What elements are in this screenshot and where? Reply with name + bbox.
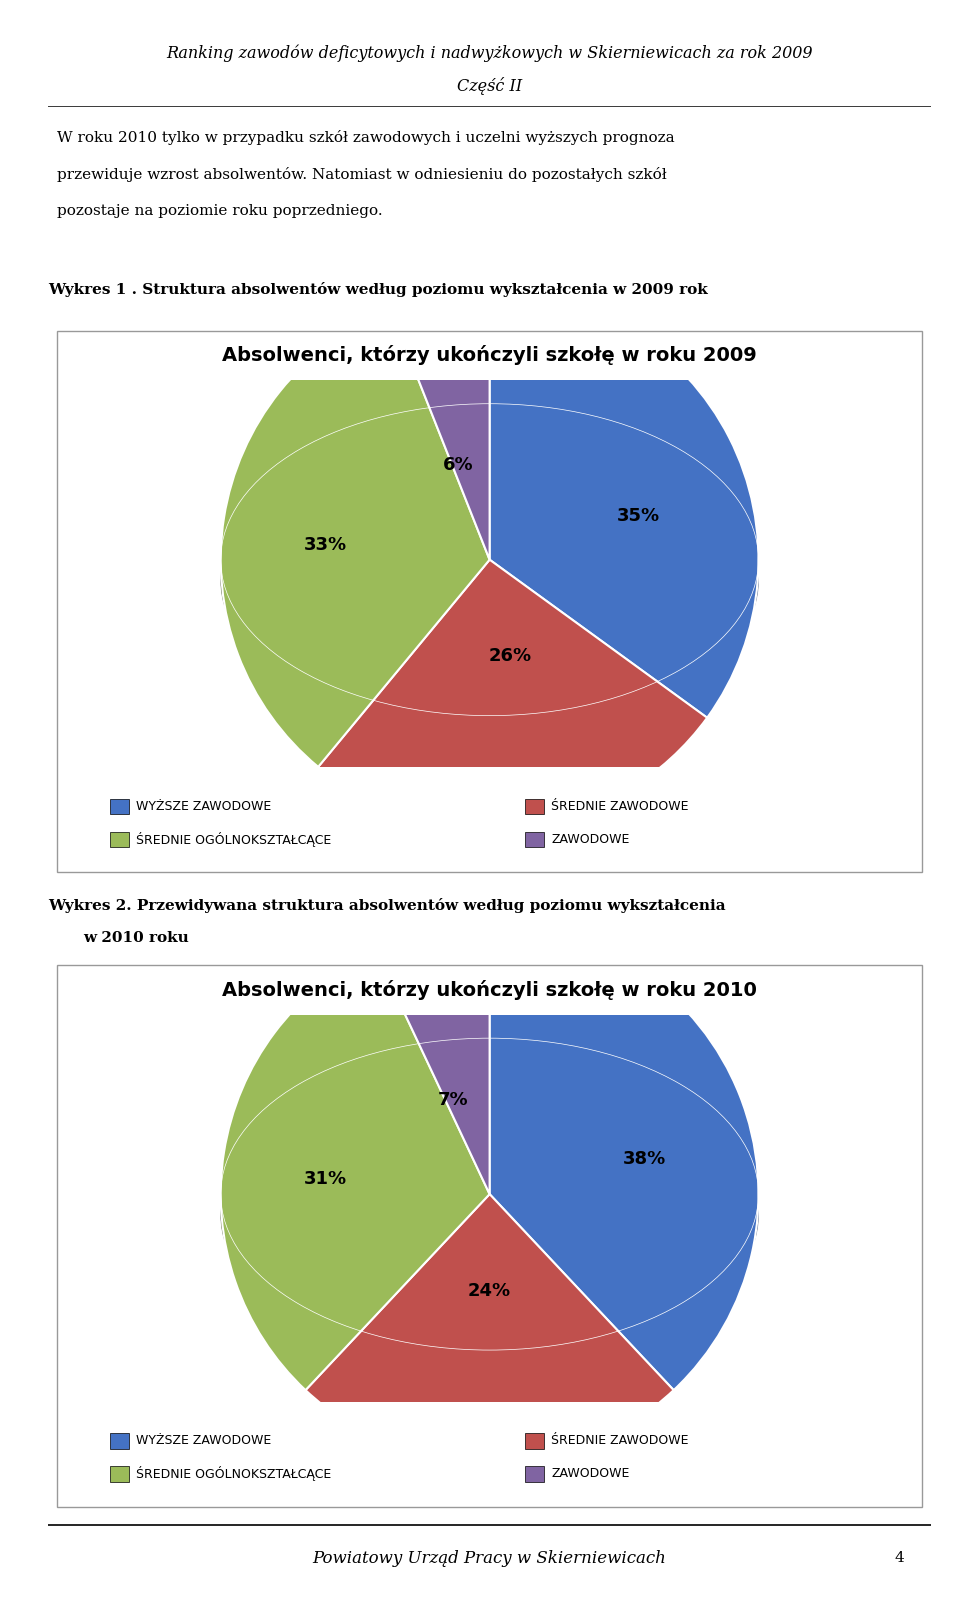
FancyBboxPatch shape xyxy=(525,831,544,847)
Text: Wykres 2. Przewidywana struktura absolwentów według poziomu wykształcenia: Wykres 2. Przewidywana struktura absolwe… xyxy=(48,899,726,914)
Text: WYŻSZE ZAWODOWE: WYŻSZE ZAWODOWE xyxy=(136,1434,272,1447)
FancyBboxPatch shape xyxy=(57,330,923,872)
FancyBboxPatch shape xyxy=(525,1467,544,1481)
Text: Absolwenci, którzy ukończyli szkołę w roku 2009: Absolwenci, którzy ukończyli szkołę w ro… xyxy=(222,346,757,365)
FancyBboxPatch shape xyxy=(109,1433,130,1449)
Text: ŚREDNIE ZAWODOWE: ŚREDNIE ZAWODOWE xyxy=(551,800,689,813)
Text: w 2010 roku: w 2010 roku xyxy=(84,930,189,944)
Text: ŚREDNIE OGÓLNOKSZTAŁCĄCE: ŚREDNIE OGÓLNOKSZTAŁCĄCE xyxy=(136,1467,331,1481)
Text: Ranking zawodów deficytowych i nadwyżkowych w Skierniewicach za rok 2009: Ranking zawodów deficytowych i nadwyżkow… xyxy=(166,45,813,61)
FancyBboxPatch shape xyxy=(109,831,130,847)
Text: pozostaje na poziomie roku poprzedniego.: pozostaje na poziomie roku poprzedniego. xyxy=(57,204,382,218)
Text: Wykres 1 . Struktura absolwentów według poziomu wykształcenia w 2009 rok: Wykres 1 . Struktura absolwentów według … xyxy=(48,281,708,296)
Text: 4: 4 xyxy=(895,1551,904,1565)
FancyBboxPatch shape xyxy=(525,1433,544,1449)
Text: przewiduje wzrost absolwentów. Natomiast w odniesieniu do pozostałych szkół: przewiduje wzrost absolwentów. Natomiast… xyxy=(57,167,666,181)
Text: Część II: Część II xyxy=(457,78,522,95)
Text: Absolwenci, którzy ukończyli szkołę w roku 2010: Absolwenci, którzy ukończyli szkołę w ro… xyxy=(222,980,757,999)
Text: ZAWODOWE: ZAWODOWE xyxy=(551,1468,630,1481)
Text: ŚREDNIE OGÓLNOKSZTAŁCĄCE: ŚREDNIE OGÓLNOKSZTAŁCĄCE xyxy=(136,833,331,847)
Text: WYŻSZE ZAWODOWE: WYŻSZE ZAWODOWE xyxy=(136,800,272,813)
Text: ŚREDNIE ZAWODOWE: ŚREDNIE ZAWODOWE xyxy=(551,1434,689,1447)
FancyBboxPatch shape xyxy=(525,799,544,813)
FancyBboxPatch shape xyxy=(57,965,923,1507)
Text: W roku 2010 tylko w przypadku szkół zawodowych i uczelni wyższych prognoza: W roku 2010 tylko w przypadku szkół zawo… xyxy=(57,129,675,144)
Text: Powiatowy Urząd Pracy w Skierniewicach: Powiatowy Urząd Pracy w Skierniewicach xyxy=(313,1549,666,1567)
Text: ZAWODOWE: ZAWODOWE xyxy=(551,833,630,846)
FancyBboxPatch shape xyxy=(109,1467,130,1481)
FancyBboxPatch shape xyxy=(109,799,130,813)
